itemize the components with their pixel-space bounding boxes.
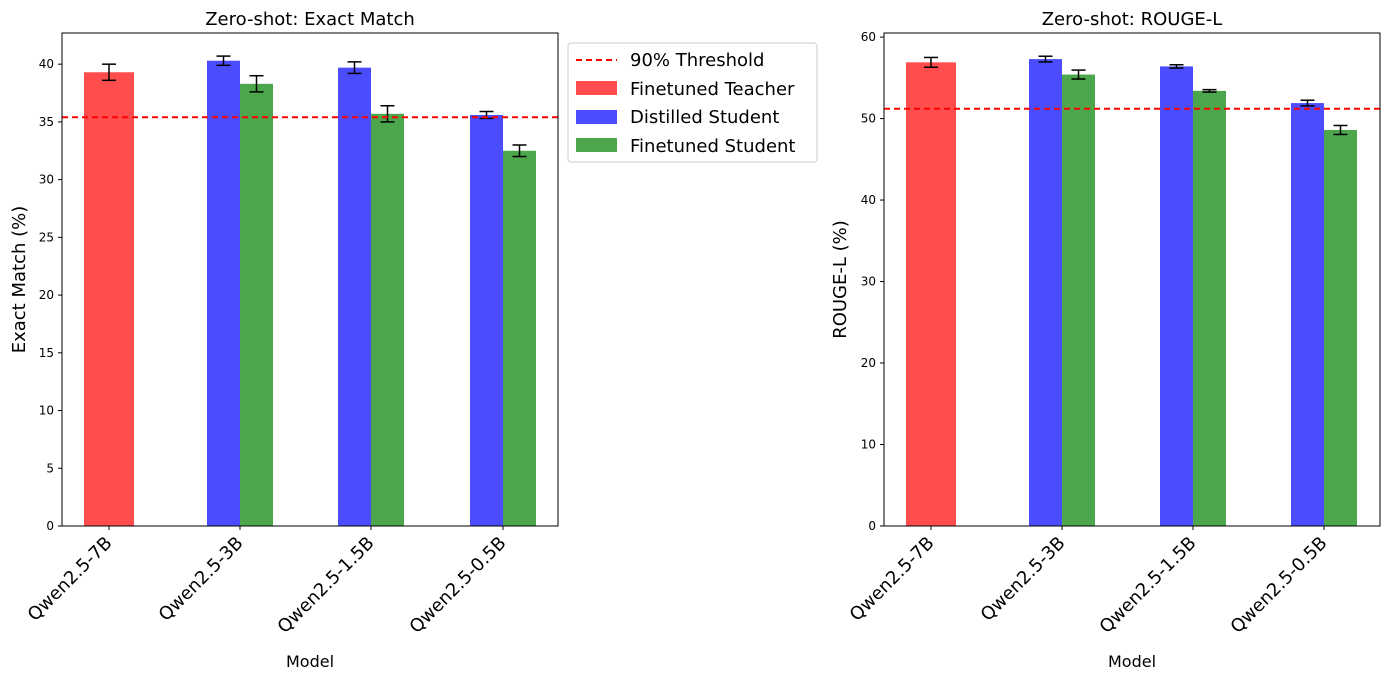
bar-finetuned-student-qwen2-5-3b [240,83,273,526]
legend: 90% Threshold Finetuned Teacher Distille… [567,42,818,163]
x-tick-label: Qwen2.5-1.5B [274,533,379,638]
y-tick-label: 0 [868,519,876,533]
legend-swatch-distilled-student [576,110,617,124]
legend-label-finetuned-teacher: Finetuned Teacher [630,79,795,100]
bar-finetuned-student-qwen2-5-1-5b [371,113,404,526]
y-tick-label: 5 [46,461,54,475]
x-axis-label: Model [1108,652,1156,671]
legend-label-distilled-student: Distilled Student [630,107,779,128]
x-tick-label: Qwen2.5-0.5B [1227,533,1332,638]
x-tick-label: Qwen2.5-1.5B [1096,533,1201,638]
chart-title: Zero-shot: Exact Match [205,9,415,30]
x-tick-label: Qwen2.5-3B [155,533,248,626]
x-tick-label: Qwen2.5-0.5B [406,533,511,638]
x-tick-label: Qwen2.5-7B [846,533,939,626]
y-tick-label: 40 [861,193,876,207]
bar-distilled-student-qwen2-5-0-5b [1291,103,1324,526]
bar-distilled-student-qwen2-5-3b [1029,59,1062,526]
y-tick-label: 30 [861,275,876,289]
bar-finetuned-student-qwen2-5-0-5b [1324,129,1357,526]
x-axis-label: Model [286,652,334,671]
bar-finetuned-teacher-qwen2-5-7b [84,72,134,526]
y-tick-label: 15 [39,346,54,360]
y-tick-label: 0 [46,519,54,533]
bar-distilled-student-qwen2-5-3b [207,60,240,527]
y-tick-label: 10 [39,404,54,418]
y-tick-label: 10 [861,438,876,452]
chart-title: Zero-shot: ROUGE-L [1042,9,1223,30]
bar-finetuned-student-qwen2-5-1-5b [1193,90,1226,526]
y-tick-label: 40 [39,57,54,71]
legend-label-finetuned-student: Finetuned Student [630,136,795,157]
y-tick-label: 50 [861,112,876,126]
y-axis-label: ROUGE-L (%) [830,220,851,339]
bar-finetuned-student-qwen2-5-3b [1062,74,1095,526]
x-tick-label: Qwen2.5-3B [977,533,1070,626]
legend-swatch-finetuned-student [576,138,617,152]
y-tick-label: 20 [861,356,876,370]
rouge-l-chart: 0 10 20 30 40 50 60 Qwen2.5-7B Qwen2.5-3B Qwen2.5… [830,9,1381,671]
axes-frame [883,32,1381,527]
bar-distilled-student-qwen2-5-1-5b [1160,66,1193,527]
bar-distilled-student-qwen2-5-1-5b [338,67,371,527]
axes-frame [61,32,559,527]
legend-swatch-finetuned-teacher [576,81,617,95]
y-tick-label: 25 [39,230,54,244]
x-tick-label: Qwen2.5-7B [24,533,117,626]
bar-distilled-student-qwen2-5-0-5b [470,114,503,526]
y-tick-label: 30 [39,173,54,187]
bar-finetuned-student-qwen2-5-0-5b [503,150,536,526]
y-tick-label: 60 [861,30,876,44]
bar-finetuned-teacher-qwen2-5-7b [906,62,956,526]
legend-threshold-label: 90% Threshold [630,50,764,71]
y-tick-label: 35 [39,115,54,129]
legend-frame [567,42,818,163]
y-axis-label: Exact Match (%) [9,206,30,354]
y-tick-label: 20 [39,288,54,302]
exact-match-chart: 0 5 10 15 20 25 30 35 40 Qwen2.5-7B Qwen2.5-3B Qwen… [9,9,559,671]
